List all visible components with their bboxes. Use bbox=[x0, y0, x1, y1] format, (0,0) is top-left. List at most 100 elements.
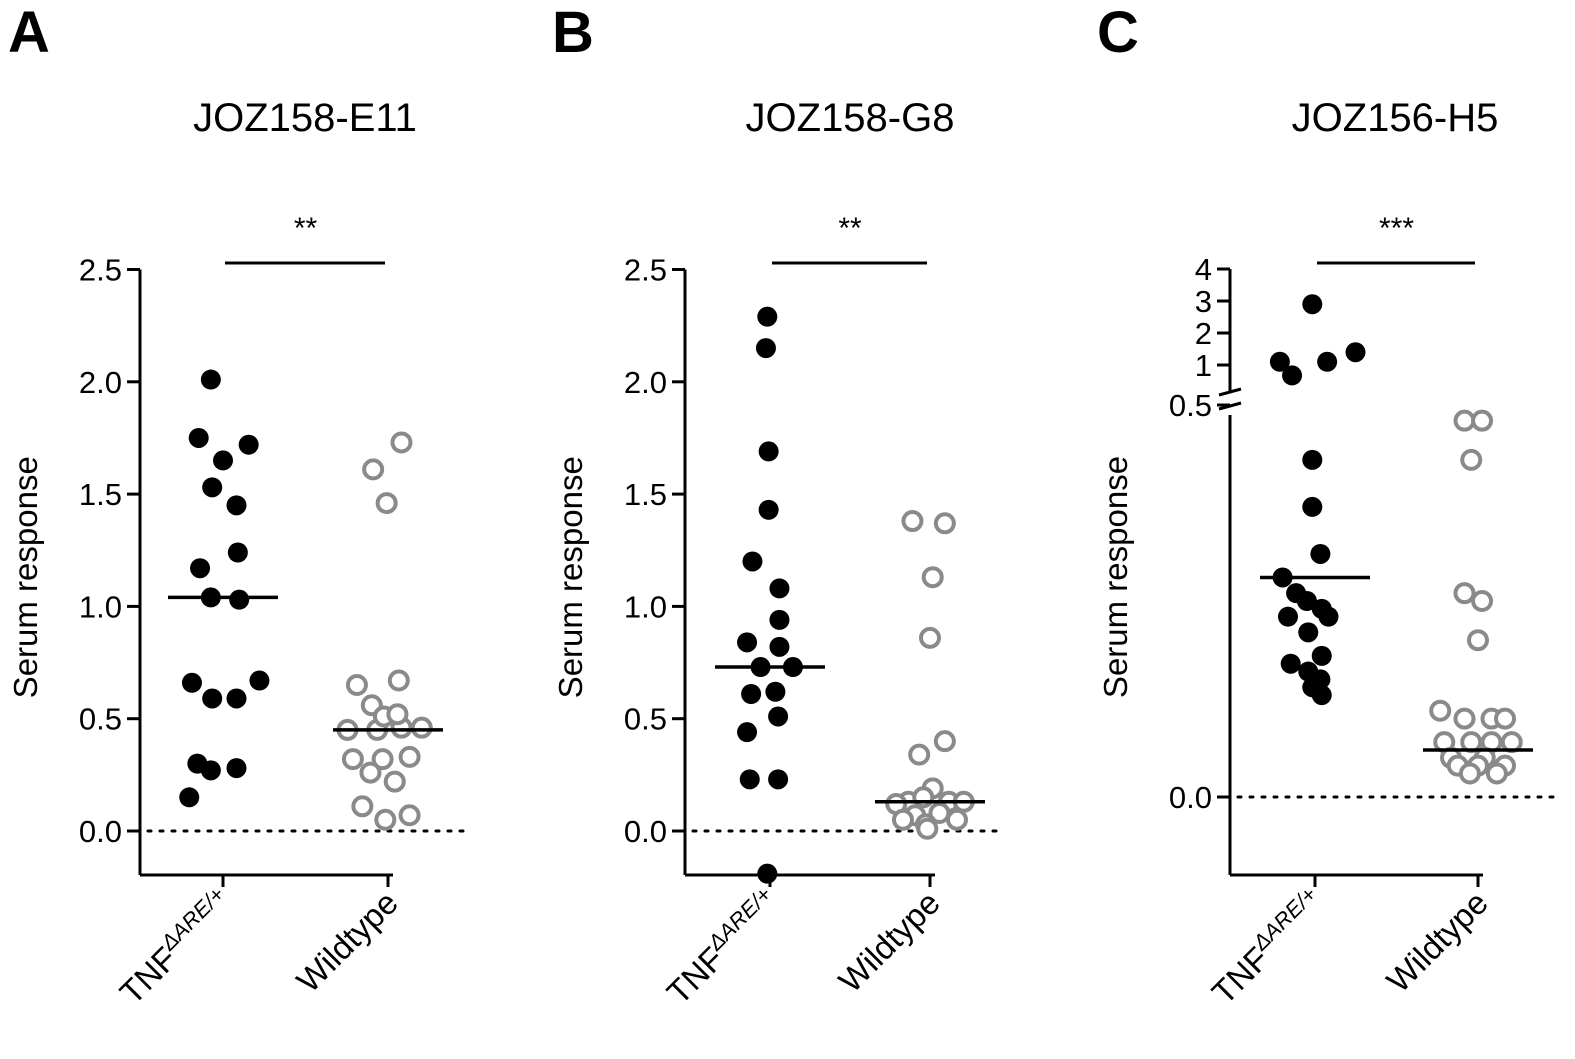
data-point-filled bbox=[737, 632, 758, 653]
panel-letter: B bbox=[552, 0, 594, 65]
data-point-filled bbox=[1302, 449, 1323, 470]
x-category-label: TNFΔARE/+ bbox=[657, 882, 787, 1012]
data-point-open bbox=[901, 510, 924, 533]
data-point-filled bbox=[737, 722, 758, 743]
y-tick-label: 0.5 bbox=[1169, 388, 1212, 423]
series-wildtype bbox=[333, 431, 443, 831]
category-name: Wildtype bbox=[289, 884, 405, 1000]
data-point-filled bbox=[1311, 685, 1332, 706]
y-tick-label: 2.5 bbox=[624, 253, 667, 288]
data-point-filled bbox=[769, 578, 790, 599]
series-tnf bbox=[715, 306, 825, 884]
data-point-filled bbox=[226, 758, 247, 779]
panel-title: JOZ158-E11 bbox=[193, 96, 417, 140]
data-point-filled bbox=[769, 636, 790, 657]
data-point-open bbox=[933, 730, 956, 753]
data-point-filled bbox=[757, 863, 778, 884]
axis-break-mark bbox=[1218, 387, 1242, 397]
data-point-open bbox=[946, 808, 968, 831]
data-point-filled bbox=[741, 683, 762, 704]
y-tick-label: 1.5 bbox=[79, 477, 122, 512]
y-tick-label: 2 bbox=[1195, 316, 1212, 351]
y-tick-label: 0.5 bbox=[79, 702, 122, 737]
series-tnf bbox=[1260, 294, 1370, 706]
data-point-filled bbox=[769, 609, 790, 630]
data-point-open bbox=[398, 745, 421, 768]
significance-label: ** bbox=[838, 212, 862, 245]
data-point-filled bbox=[768, 769, 789, 790]
data-point-filled bbox=[249, 670, 270, 691]
data-point-filled bbox=[200, 369, 221, 390]
data-point-filled bbox=[758, 499, 779, 520]
data-point-open bbox=[1471, 590, 1494, 612]
x-category-label: Wildtype bbox=[289, 884, 405, 1000]
panel-b: B JOZ158-G8 0.0 0.5 1.0 1.5 2.0 2.5 Serum respon… bbox=[552, 0, 1007, 1012]
data-point-filled bbox=[226, 495, 247, 516]
data-point-open bbox=[390, 431, 413, 454]
x-category-label: TNFΔARE/+ bbox=[110, 882, 240, 1012]
significance-label: ** bbox=[294, 212, 318, 245]
y-tick-label: 3 bbox=[1195, 284, 1212, 319]
y-axis-title: Serum response bbox=[7, 456, 44, 698]
panel-letter: A bbox=[8, 0, 50, 65]
data-point-filled bbox=[1317, 351, 1338, 372]
data-point-filled bbox=[765, 681, 786, 702]
data-point-open bbox=[1471, 409, 1494, 432]
data-point-filled bbox=[1278, 606, 1298, 627]
category-superscript: ΔARE/+ bbox=[1247, 882, 1321, 956]
y-tick-label: 0.0 bbox=[624, 814, 667, 849]
data-point-open bbox=[1485, 762, 1508, 785]
data-point-filled bbox=[742, 551, 763, 572]
data-point-open bbox=[362, 458, 385, 481]
data-point-filled bbox=[1282, 365, 1303, 386]
y-tick-label: 2.0 bbox=[79, 365, 122, 400]
y-axis-title: Serum response bbox=[1097, 456, 1134, 698]
x-category-label: Wildtype bbox=[831, 884, 947, 1000]
data-point-filled bbox=[190, 558, 211, 579]
data-point-open bbox=[1467, 629, 1489, 652]
data-point-filled bbox=[226, 688, 247, 709]
data-point-filled bbox=[1302, 496, 1323, 517]
data-point-filled bbox=[238, 434, 259, 455]
category-name: Wildtype bbox=[831, 884, 947, 1000]
y-tick-label: 0.0 bbox=[1169, 780, 1212, 815]
y-tick-label: 2.5 bbox=[79, 253, 122, 288]
data-point-filled bbox=[1310, 543, 1331, 564]
data-point-open bbox=[375, 492, 398, 515]
series-wildtype bbox=[1423, 409, 1533, 785]
panel-title: JOZ158-G8 bbox=[746, 96, 955, 140]
data-point-open bbox=[919, 626, 941, 649]
y-tick-label: 1.5 bbox=[624, 477, 667, 512]
data-point-filled bbox=[188, 427, 209, 448]
y-tick-label: 0.0 bbox=[79, 814, 122, 849]
data-point-open bbox=[1494, 707, 1516, 730]
data-point-open bbox=[371, 748, 394, 771]
y-tick-label: 0.5 bbox=[624, 702, 667, 737]
y-tick-label: 1.0 bbox=[624, 589, 667, 624]
y-tick-label: 2.0 bbox=[624, 365, 667, 400]
data-point-open bbox=[1429, 699, 1452, 722]
data-point-filled bbox=[200, 760, 221, 781]
data-point-filled bbox=[768, 706, 789, 727]
data-point-open bbox=[410, 716, 433, 739]
data-point-open bbox=[341, 748, 364, 771]
data-point-open bbox=[383, 770, 406, 793]
data-point-filled bbox=[755, 338, 776, 359]
series-tnf bbox=[168, 369, 278, 808]
data-point-filled bbox=[1345, 342, 1366, 363]
panel-title: JOZ156-H5 bbox=[1292, 96, 1499, 140]
x-category-label: Wildtype bbox=[1379, 884, 1495, 1000]
data-point-filled bbox=[179, 787, 200, 808]
data-point-open bbox=[374, 808, 397, 831]
category-superscript: ΔARE/+ bbox=[155, 882, 229, 956]
data-point-filled bbox=[757, 306, 778, 327]
data-point-open bbox=[1453, 707, 1476, 730]
data-point-open bbox=[386, 703, 409, 726]
data-point-open bbox=[1460, 448, 1483, 471]
panel-a: A JOZ158-E11 0.0 0.5 1.0 1.5 2.0 2.5 Serum respo… bbox=[7, 0, 465, 1012]
data-point-open bbox=[921, 566, 944, 589]
data-point-open bbox=[1453, 409, 1476, 432]
data-point-filled bbox=[1318, 606, 1339, 627]
data-point-filled bbox=[1302, 294, 1323, 315]
